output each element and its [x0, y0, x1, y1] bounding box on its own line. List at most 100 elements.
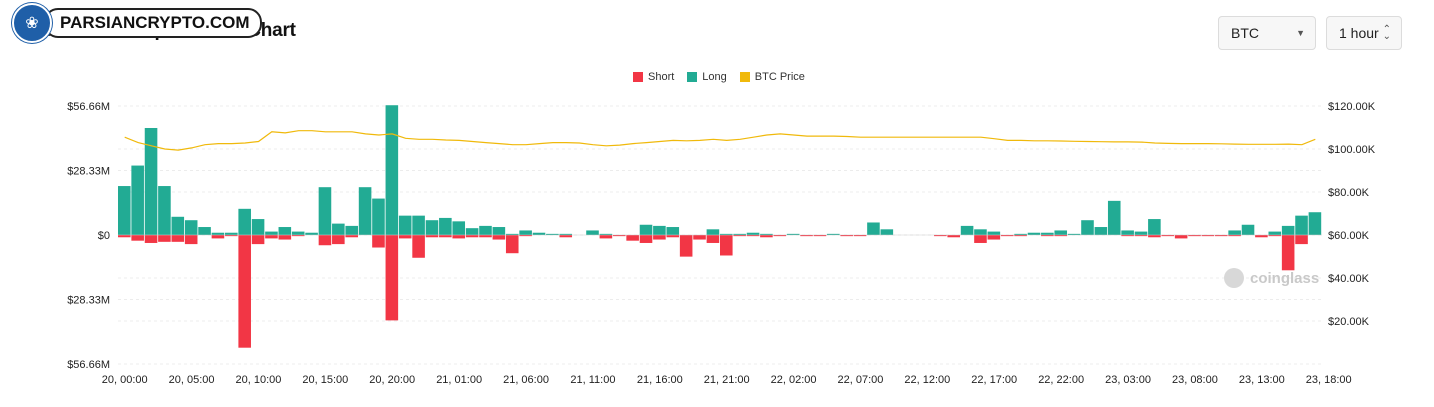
long-bar	[118, 186, 131, 235]
long-bar	[144, 127, 158, 235]
y-right-tick-label: $80.00K	[1328, 187, 1370, 199]
short-bar	[118, 235, 131, 238]
long-bar	[760, 233, 773, 235]
short-bar	[720, 235, 733, 256]
short-bar	[1214, 235, 1228, 237]
x-tick-label: 22, 17:00	[971, 374, 1017, 386]
long-bar	[1014, 233, 1027, 235]
short-bar	[800, 235, 813, 237]
legend-item-short[interactable]: Short	[633, 71, 674, 83]
legend-label-short: Short	[648, 71, 675, 83]
short-bar	[934, 235, 947, 237]
short-bar	[840, 235, 853, 237]
short-bar	[144, 235, 158, 243]
long-bar	[546, 233, 559, 235]
site-logo-text: PARSIANCRYPTO.COM	[44, 8, 262, 38]
legend-swatch-price	[739, 72, 750, 82]
long-bar	[305, 232, 318, 235]
short-bar	[1041, 235, 1054, 237]
long-bar	[960, 225, 974, 235]
long-bar	[238, 208, 251, 235]
x-tick-label: 23, 08:00	[1172, 374, 1218, 386]
long-bar	[492, 227, 506, 235]
y-right-tick-label: $100.00K	[1328, 144, 1376, 156]
long-bar	[653, 225, 666, 235]
short-bar	[599, 235, 613, 239]
short-bar	[760, 235, 773, 238]
x-tick-label: 20, 05:00	[169, 374, 215, 386]
short-bar	[519, 235, 532, 237]
x-tick-label: 22, 02:00	[771, 374, 817, 386]
short-bar	[131, 235, 144, 241]
long-bar	[278, 227, 292, 235]
short-bar	[398, 235, 412, 239]
long-bar	[1134, 231, 1148, 235]
long-bar	[1268, 231, 1282, 235]
short-bar	[479, 235, 492, 238]
short-bar	[412, 235, 425, 258]
long-bar	[158, 186, 171, 235]
legend-item-long[interactable]: Long	[687, 71, 727, 83]
legend-item-price[interactable]: BTC Price	[739, 71, 805, 83]
long-bar	[974, 229, 987, 235]
x-tick-label: 21, 06:00	[503, 374, 549, 386]
short-bar	[1188, 235, 1201, 237]
long-bar	[586, 230, 599, 235]
short-bar	[265, 235, 278, 239]
long-bar	[867, 222, 880, 235]
y-right-tick-label: $60.00K	[1328, 230, 1370, 242]
long-bar	[345, 225, 358, 235]
long-bar	[1081, 220, 1094, 235]
x-tick-label: 23, 03:00	[1105, 374, 1151, 386]
short-bar	[947, 235, 960, 238]
short-bar	[733, 235, 746, 237]
y-left-tick-label: $56.66M	[67, 359, 110, 371]
short-bar	[1121, 235, 1134, 237]
long-bar	[599, 233, 613, 235]
short-bar	[1161, 235, 1175, 237]
short-bar	[853, 235, 867, 237]
long-bar	[198, 227, 211, 235]
long-bar	[452, 221, 466, 235]
long-bar	[171, 216, 185, 235]
long-bar	[1281, 225, 1295, 235]
coinglass-watermark-text: coinglass	[1250, 269, 1320, 287]
x-tick-label: 22, 22:00	[1038, 374, 1084, 386]
x-tick-label: 22, 07:00	[838, 374, 884, 386]
short-bar	[345, 235, 358, 238]
long-bar	[505, 233, 519, 235]
site-logo-watermark: ❀ PARSIANCRYPTO.COM	[12, 3, 262, 43]
coin-select[interactable]: BTC ▼	[1218, 16, 1316, 50]
short-bar	[626, 235, 639, 241]
long-bar	[532, 232, 546, 235]
legend-label-price: BTC Price	[754, 71, 805, 83]
x-tick-label: 21, 01:00	[436, 374, 482, 386]
y-right-tick-label: $40.00K	[1328, 273, 1370, 285]
short-bar	[1134, 235, 1148, 237]
short-bar	[505, 235, 519, 254]
long-bar	[880, 229, 894, 235]
short-bar	[291, 235, 305, 237]
long-bar	[358, 187, 372, 235]
short-bar	[1201, 235, 1215, 237]
long-bar	[1228, 230, 1241, 235]
x-tick-label: 23, 13:00	[1239, 374, 1285, 386]
y-left-tick-label: $28.33M	[67, 295, 110, 307]
long-bar	[465, 228, 479, 235]
short-bar	[1255, 235, 1268, 238]
long-bar	[439, 217, 452, 235]
long-bar	[398, 215, 412, 235]
long-bar	[1027, 232, 1041, 235]
long-bar	[1094, 227, 1108, 235]
x-tick-label: 21, 11:00	[570, 374, 615, 386]
long-bar	[720, 233, 733, 235]
short-bar	[1174, 235, 1188, 239]
long-bar	[1241, 224, 1255, 235]
interval-select[interactable]: 1 hour ⌃ ⌄	[1326, 16, 1402, 50]
long-bar	[746, 232, 760, 235]
y-right-tick-label: $120.00K	[1328, 101, 1376, 113]
x-tick-label: 23, 18:00	[1306, 374, 1352, 386]
short-bar	[1281, 235, 1295, 271]
long-bar	[1148, 219, 1161, 235]
short-bar	[425, 235, 439, 238]
